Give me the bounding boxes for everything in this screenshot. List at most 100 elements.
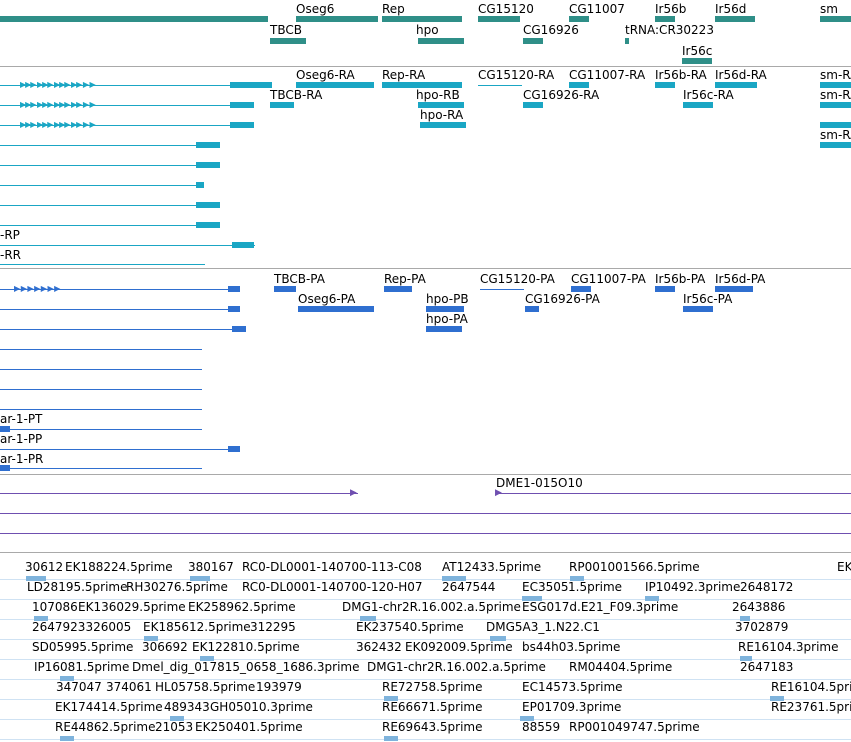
est-label[interactable]: 380167	[188, 560, 234, 574]
transcript-label[interactable]: hpo-RB	[416, 88, 460, 102]
est-label[interactable]: EK136029.5prime	[78, 600, 186, 614]
est-row[interactable]	[0, 679, 851, 680]
protein-label[interactable]: ar-1-PR	[0, 452, 44, 466]
est-label[interactable]: RE72758.5prime	[382, 680, 483, 694]
est-row[interactable]	[0, 619, 851, 620]
est-label[interactable]: 88559	[522, 720, 561, 734]
est-feature[interactable]	[570, 576, 584, 581]
transcript-label[interactable]: -RP	[0, 228, 20, 242]
est-label[interactable]: EK092009.5prime	[405, 640, 513, 654]
protein-label[interactable]: CG11007-PA	[571, 272, 646, 286]
region-feature[interactable]	[0, 513, 851, 514]
est-feature[interactable]	[740, 656, 752, 661]
est-label[interactable]: EP01709.3prime	[522, 700, 622, 714]
est-label[interactable]: 21053	[155, 720, 194, 734]
transcript-label[interactable]: Ir56d-RA	[715, 68, 767, 82]
est-feature[interactable]	[144, 636, 158, 641]
est-feature[interactable]	[442, 576, 466, 581]
gene-feature-hpo[interactable]	[418, 38, 464, 44]
transcript-label[interactable]: sm-RA	[820, 68, 851, 82]
protein-label[interactable]: Ir56d-PA	[715, 272, 766, 286]
protein-label[interactable]: CG16926-PA	[525, 292, 600, 306]
est-row[interactable]	[0, 599, 851, 600]
transcript-feature[interactable]	[478, 85, 522, 86]
est-label[interactable]: RE44862.5prime	[55, 720, 156, 734]
gene-label[interactable]: hpo	[416, 23, 439, 37]
gene-label[interactable]: CG11007	[569, 2, 625, 16]
est-label[interactable]: EK250401.5prime	[195, 720, 303, 734]
gene-feature[interactable]	[0, 16, 268, 22]
gene-label[interactable]: tRNA:CR30223	[625, 23, 714, 37]
est-feature[interactable]	[770, 696, 784, 701]
gene-feature-oseg6[interactable]	[296, 16, 378, 22]
est-label[interactable]: 347047	[56, 680, 102, 694]
est-label[interactable]: AT12433.5prime	[442, 560, 542, 574]
est-label[interactable]: EK185612.5prime	[143, 620, 251, 634]
gene-label[interactable]: Ir56b	[655, 2, 687, 16]
gene-feature-cg15120[interactable]	[478, 16, 520, 22]
gene-feature-trna[interactable]	[625, 38, 629, 44]
protein-feature[interactable]	[715, 286, 753, 292]
gene-label[interactable]: Rep	[382, 2, 405, 16]
est-feature[interactable]	[740, 616, 750, 621]
transcript-feature[interactable]	[820, 122, 851, 128]
protein-feature[interactable]	[683, 306, 713, 312]
protein-label[interactable]: Oseg6-PA	[298, 292, 356, 306]
est-feature[interactable]	[170, 716, 184, 721]
protein-label[interactable]: TBCB-PA	[274, 272, 325, 286]
region-feature[interactable]	[496, 493, 851, 494]
est-label[interactable]: 2647183	[740, 660, 794, 674]
transcript-feature[interactable]	[715, 82, 757, 88]
protein-feature[interactable]	[655, 286, 675, 292]
est-label[interactable]: 2647544	[442, 580, 496, 594]
transcript-label[interactable]: CG15120-RA	[478, 68, 555, 82]
est-label[interactable]: 2643886	[732, 600, 786, 614]
est-label[interactable]: 1.5prime	[568, 580, 623, 594]
est-feature[interactable]	[384, 696, 398, 701]
est-row[interactable]	[0, 639, 851, 640]
est-feature[interactable]	[520, 716, 534, 721]
transcript-label[interactable]: Ir56c-RA	[683, 88, 734, 102]
protein-feature[interactable]	[426, 306, 464, 312]
est-label[interactable]: 312295	[250, 620, 296, 634]
est-feature[interactable]	[384, 736, 398, 741]
gene-label[interactable]: CG15120	[478, 2, 534, 16]
protein-feature[interactable]	[274, 286, 296, 292]
transcript-label[interactable]: CG11007-RA	[569, 68, 646, 82]
transcript-feature[interactable]	[655, 82, 675, 88]
est-label[interactable]: IP10492.3prime	[645, 580, 741, 594]
est-label[interactable]: 193979	[256, 680, 302, 694]
transcript-feature[interactable]	[820, 102, 851, 108]
est-label[interactable]: 362432	[356, 640, 402, 654]
transcript-label[interactable]: hpo-RA	[420, 108, 464, 122]
est-label[interactable]: EK237540.5prime	[356, 620, 464, 634]
est-feature[interactable]	[60, 676, 74, 681]
est-label[interactable]: SD05995.5prime	[32, 640, 134, 654]
est-label[interactable]: LD28195.5prime	[27, 580, 128, 594]
protein-label[interactable]: hpo-PA	[426, 312, 468, 326]
est-label[interactable]: IP16081.5prime	[34, 660, 130, 674]
gene-feature-tbcb[interactable]	[270, 38, 306, 44]
region-feature[interactable]	[0, 533, 851, 534]
protein-label[interactable]: ar-1-PP	[0, 432, 43, 446]
protein-label[interactable]: Rep-PA	[384, 272, 426, 286]
gene-feature-ir56d[interactable]	[715, 16, 755, 22]
est-feature[interactable]	[60, 736, 74, 741]
est-label[interactable]: EK188224.5prime	[65, 560, 173, 574]
est-label[interactable]: 489343	[164, 700, 210, 714]
transcript-label[interactable]: -RR	[0, 248, 22, 262]
est-label[interactable]: ESG017d.E21_F09.3prime	[522, 600, 679, 614]
transcript-feature[interactable]	[296, 82, 374, 88]
est-label[interactable]: RP001049747.5prime	[569, 720, 700, 734]
region-feature[interactable]	[0, 493, 358, 494]
transcript-label[interactable]: Oseg6-RA	[296, 68, 355, 82]
est-feature[interactable]	[522, 596, 542, 601]
gene-feature-rep[interactable]	[382, 16, 462, 22]
est-label[interactable]: 374061	[106, 680, 152, 694]
transcript-feature[interactable]	[569, 82, 589, 88]
est-label[interactable]: RC0-DL0001-140700-113-C08	[242, 560, 422, 574]
gene-label[interactable]: TBCB	[270, 23, 302, 37]
est-label[interactable]: EK258962.5prime	[188, 600, 296, 614]
est-label[interactable]: EK122810.5prime	[192, 640, 300, 654]
